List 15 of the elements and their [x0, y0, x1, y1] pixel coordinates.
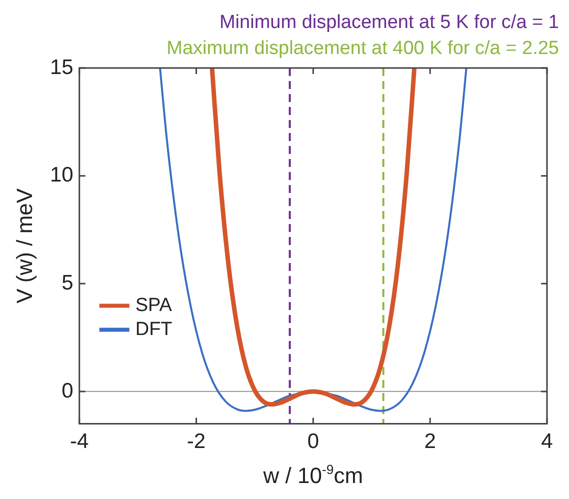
- x-tick-label: 2: [424, 430, 436, 454]
- x-tick-label: 0: [307, 430, 320, 454]
- y-axis-title: V (w) / meV: [12, 188, 37, 304]
- x-tick-label: -4: [70, 430, 90, 454]
- legend-label: SPA: [135, 295, 172, 316]
- y-tick-label: 0: [62, 379, 74, 402]
- text: Maximum displacement at 400 K for c/a = 2.25: [166, 38, 559, 59]
- x-tick-label: 4: [541, 430, 554, 454]
- x-tick-label: -2: [186, 430, 206, 454]
- y-tick-label: 5: [62, 271, 74, 294]
- legend-label: DFT: [135, 319, 173, 340]
- y-tick-label: 15: [50, 56, 74, 79]
- text: Minimum displacement at 5 K for c/a = 1: [219, 12, 559, 33]
- line-series: [210, 68, 417, 407]
- y-tick-label: 10: [50, 164, 74, 187]
